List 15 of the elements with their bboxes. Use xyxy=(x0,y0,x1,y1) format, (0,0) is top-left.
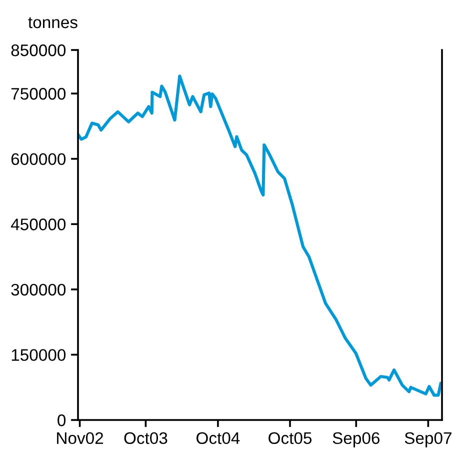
x-tick-label: Nov02 xyxy=(57,432,104,444)
y-tick-label: 600000 xyxy=(11,153,66,166)
x-tick-label: Sep06 xyxy=(332,432,380,448)
x-tick-label: Oct05 xyxy=(268,432,312,444)
y-tick-label: 750000 xyxy=(11,88,66,100)
y-axis-title: tonnes xyxy=(28,17,78,28)
x-tick-label: Oct03 xyxy=(124,432,168,444)
x-tick-label: Oct04 xyxy=(196,432,240,444)
line-series xyxy=(78,74,442,397)
y-tick-label: 0 xyxy=(58,414,66,426)
y-tick-label: 450000 xyxy=(10,218,66,230)
y-tick-label: 300000 xyxy=(11,284,66,296)
y-tick-label: 150000 xyxy=(12,349,66,361)
y-tick-label: 850000 xyxy=(11,44,66,56)
x-tick-label: Sep07 xyxy=(404,432,452,448)
